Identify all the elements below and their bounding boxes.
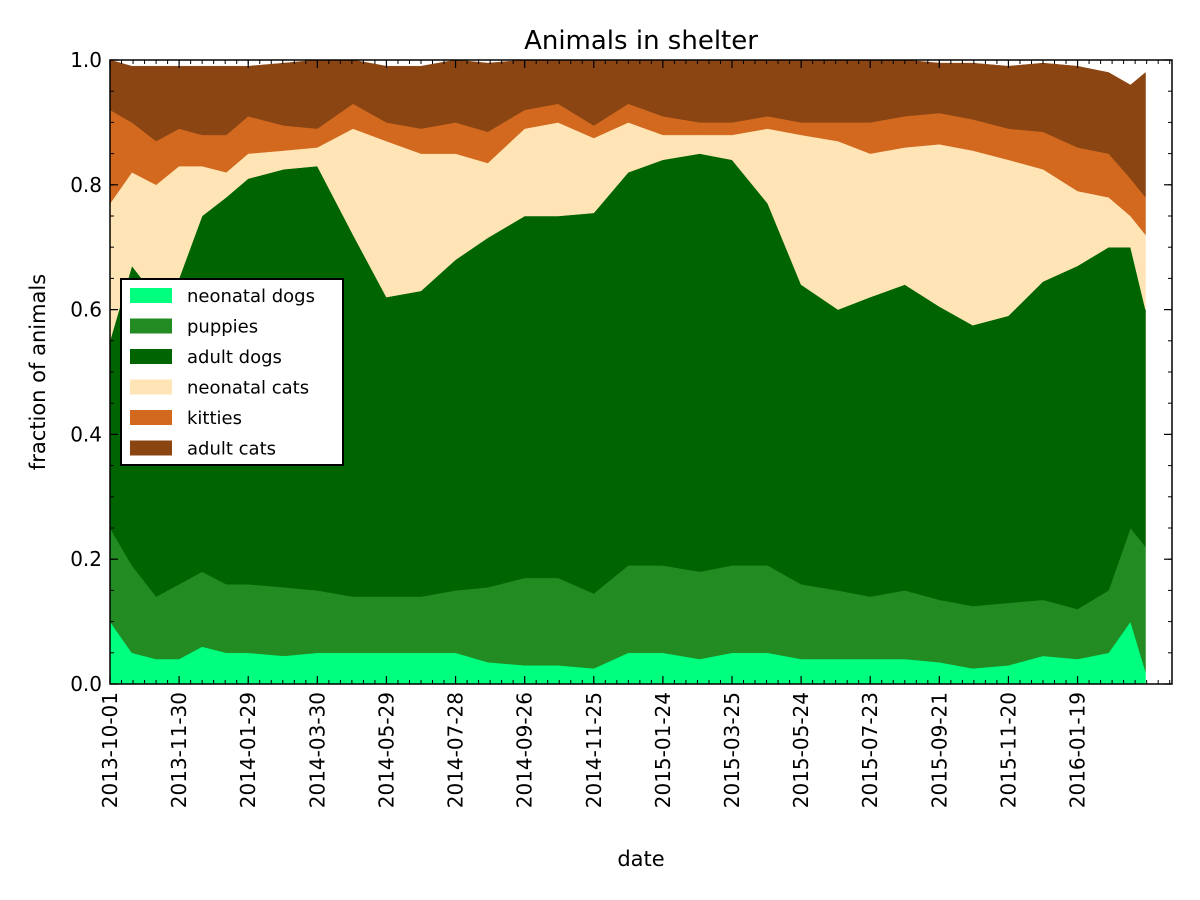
- legend-label-adult-dogs: adult dogs: [187, 347, 282, 368]
- legend-label-kitties: kitties: [187, 408, 242, 429]
- legend-swatch-kitties: [130, 410, 172, 425]
- legend-label-adult-cats: adult cats: [187, 439, 276, 460]
- y-tick-label: 0.0: [70, 672, 102, 696]
- legend-frame: [120, 278, 344, 466]
- x-tick-label: 2015-09-21: [927, 692, 951, 808]
- y-axis-title: fraction of animals: [26, 274, 50, 470]
- x-tick-label: 2014-09-26: [513, 692, 537, 808]
- legend-label-puppies: puppies: [187, 317, 258, 338]
- x-tick-label: 2015-07-23: [858, 692, 882, 808]
- y-tick-label: 0.6: [70, 298, 102, 322]
- x-tick-label: 2013-10-01: [98, 692, 122, 808]
- x-tick-label: 2014-05-29: [374, 692, 398, 808]
- legend-swatch-neonatal-cats: [130, 379, 172, 395]
- y-tick-label: 1.0: [70, 48, 102, 72]
- legend-label-neonatal-cats: neonatal cats: [187, 378, 309, 399]
- x-tick-label: 2014-07-28: [444, 692, 468, 808]
- y-tick-label: 0.8: [70, 173, 102, 197]
- areas-layer: [109, 59, 1146, 685]
- x-axis-title: date: [617, 847, 664, 871]
- area-adult-cats: [109, 59, 1146, 199]
- x-tick-label: 2015-03-25: [720, 692, 744, 808]
- legend: neonatal dogs puppies adult dogs neonatal c…: [120, 278, 344, 466]
- x-tick-label: 2016-01-19: [1066, 692, 1090, 808]
- y-tick-label: 0.4: [70, 422, 102, 446]
- x-tick-label: 2014-03-30: [305, 692, 329, 808]
- legend-swatch-adult-dogs: [130, 349, 172, 364]
- y-axis: 0.0 0.2 0.4 0.6 0.8 1.0: [70, 48, 1172, 696]
- chart-title: Animals in shelter: [524, 26, 758, 56]
- legend-label-neonatal-dogs: neonatal dogs: [187, 286, 315, 307]
- x-axis: 2013-10-01 2013-11-30 2014-01-29 2014-03-30…: [98, 60, 1171, 808]
- legend-swatch-neonatal-dogs: [130, 288, 172, 303]
- x-tick-label: 2015-01-24: [651, 692, 675, 808]
- x-tick-label: 2015-05-24: [789, 692, 813, 808]
- legend-swatch-puppies: [130, 318, 172, 334]
- legend-swatch-adult-cats: [130, 440, 172, 456]
- x-tick-label: 2014-11-25: [582, 692, 606, 808]
- x-tick-label: 2013-11-30: [167, 692, 191, 808]
- x-tick-label: 2014-01-29: [236, 692, 260, 808]
- x-tick-label: 2015-11-20: [996, 692, 1020, 808]
- y-tick-label: 0.2: [70, 547, 102, 571]
